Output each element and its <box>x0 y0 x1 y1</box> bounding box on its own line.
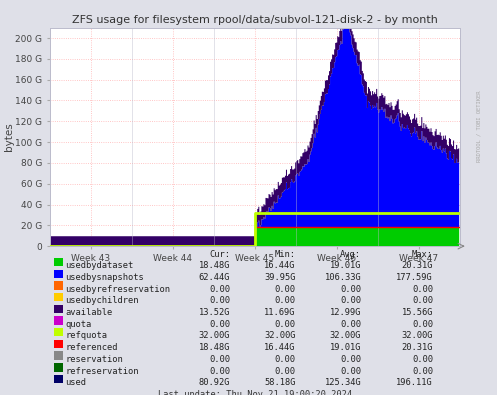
Text: 16.44G: 16.44G <box>264 343 296 352</box>
Text: 0.00: 0.00 <box>209 320 230 329</box>
Text: 0.00: 0.00 <box>340 320 361 329</box>
Text: Last update: Thu Nov 21 19:00:20 2024: Last update: Thu Nov 21 19:00:20 2024 <box>158 390 352 395</box>
Text: 58.18G: 58.18G <box>264 378 296 387</box>
Text: 0.00: 0.00 <box>412 367 433 376</box>
Bar <box>54 340 63 348</box>
Text: referenced: referenced <box>65 343 118 352</box>
Text: 80.92G: 80.92G <box>199 378 230 387</box>
Bar <box>54 316 63 325</box>
Text: 0.00: 0.00 <box>412 285 433 293</box>
Text: 0.00: 0.00 <box>412 296 433 305</box>
Text: usedbysnapshots: usedbysnapshots <box>65 273 144 282</box>
Text: 0.00: 0.00 <box>275 285 296 293</box>
Text: 12.99G: 12.99G <box>330 308 361 317</box>
Text: 20.31G: 20.31G <box>402 261 433 270</box>
Text: 0.00: 0.00 <box>340 285 361 293</box>
Text: 0.00: 0.00 <box>340 355 361 364</box>
Bar <box>54 363 63 372</box>
Text: available: available <box>65 308 112 317</box>
Text: 0.00: 0.00 <box>275 320 296 329</box>
Text: 0.00: 0.00 <box>412 320 433 329</box>
Text: 0.00: 0.00 <box>412 355 433 364</box>
Text: 19.01G: 19.01G <box>330 343 361 352</box>
Text: 62.44G: 62.44G <box>199 273 230 282</box>
Text: 32.00G: 32.00G <box>402 331 433 340</box>
Title: ZFS usage for filesystem rpool/data/subvol-121-disk-2 - by month: ZFS usage for filesystem rpool/data/subv… <box>72 15 438 26</box>
Text: Cur:: Cur: <box>209 250 230 260</box>
Text: 19.01G: 19.01G <box>330 261 361 270</box>
Text: Avg:: Avg: <box>340 250 361 260</box>
Text: 32.00G: 32.00G <box>264 331 296 340</box>
Text: usedbyrefreservation: usedbyrefreservation <box>65 285 170 293</box>
Bar <box>54 328 63 337</box>
Text: Max:: Max: <box>412 250 433 260</box>
Text: refreservation: refreservation <box>65 367 139 376</box>
Text: used: used <box>65 378 86 387</box>
Text: quota: quota <box>65 320 91 329</box>
Bar <box>54 258 63 266</box>
Text: 16.44G: 16.44G <box>264 261 296 270</box>
Text: 0.00: 0.00 <box>340 296 361 305</box>
Text: 15.56G: 15.56G <box>402 308 433 317</box>
Text: 39.95G: 39.95G <box>264 273 296 282</box>
Text: 0.00: 0.00 <box>209 355 230 364</box>
Text: Min:: Min: <box>275 250 296 260</box>
Text: 13.52G: 13.52G <box>199 308 230 317</box>
Text: 0.00: 0.00 <box>275 355 296 364</box>
Y-axis label: bytes: bytes <box>3 122 13 151</box>
Text: 32.00G: 32.00G <box>330 331 361 340</box>
Text: 0.00: 0.00 <box>209 296 230 305</box>
Text: 0.00: 0.00 <box>209 285 230 293</box>
Bar <box>54 375 63 383</box>
Bar <box>54 352 63 360</box>
Bar <box>54 293 63 301</box>
Text: 11.69G: 11.69G <box>264 308 296 317</box>
Bar <box>54 269 63 278</box>
Text: 177.59G: 177.59G <box>396 273 433 282</box>
Text: 32.00G: 32.00G <box>199 331 230 340</box>
Text: 196.11G: 196.11G <box>396 378 433 387</box>
Text: 0.00: 0.00 <box>209 367 230 376</box>
Text: 106.33G: 106.33G <box>325 273 361 282</box>
Text: 0.00: 0.00 <box>275 296 296 305</box>
Text: 125.34G: 125.34G <box>325 378 361 387</box>
Text: reservation: reservation <box>65 355 123 364</box>
Text: 20.31G: 20.31G <box>402 343 433 352</box>
Text: 18.48G: 18.48G <box>199 343 230 352</box>
Text: 0.00: 0.00 <box>275 367 296 376</box>
Text: 0.00: 0.00 <box>340 367 361 376</box>
Text: usedbydataset: usedbydataset <box>65 261 134 270</box>
Text: refquota: refquota <box>65 331 107 340</box>
Bar <box>54 281 63 290</box>
Text: usedbychildren: usedbychildren <box>65 296 139 305</box>
Bar <box>54 305 63 313</box>
Text: RRDTOOL / TOBI OETIKER: RRDTOOL / TOBI OETIKER <box>476 90 481 162</box>
Text: 18.48G: 18.48G <box>199 261 230 270</box>
